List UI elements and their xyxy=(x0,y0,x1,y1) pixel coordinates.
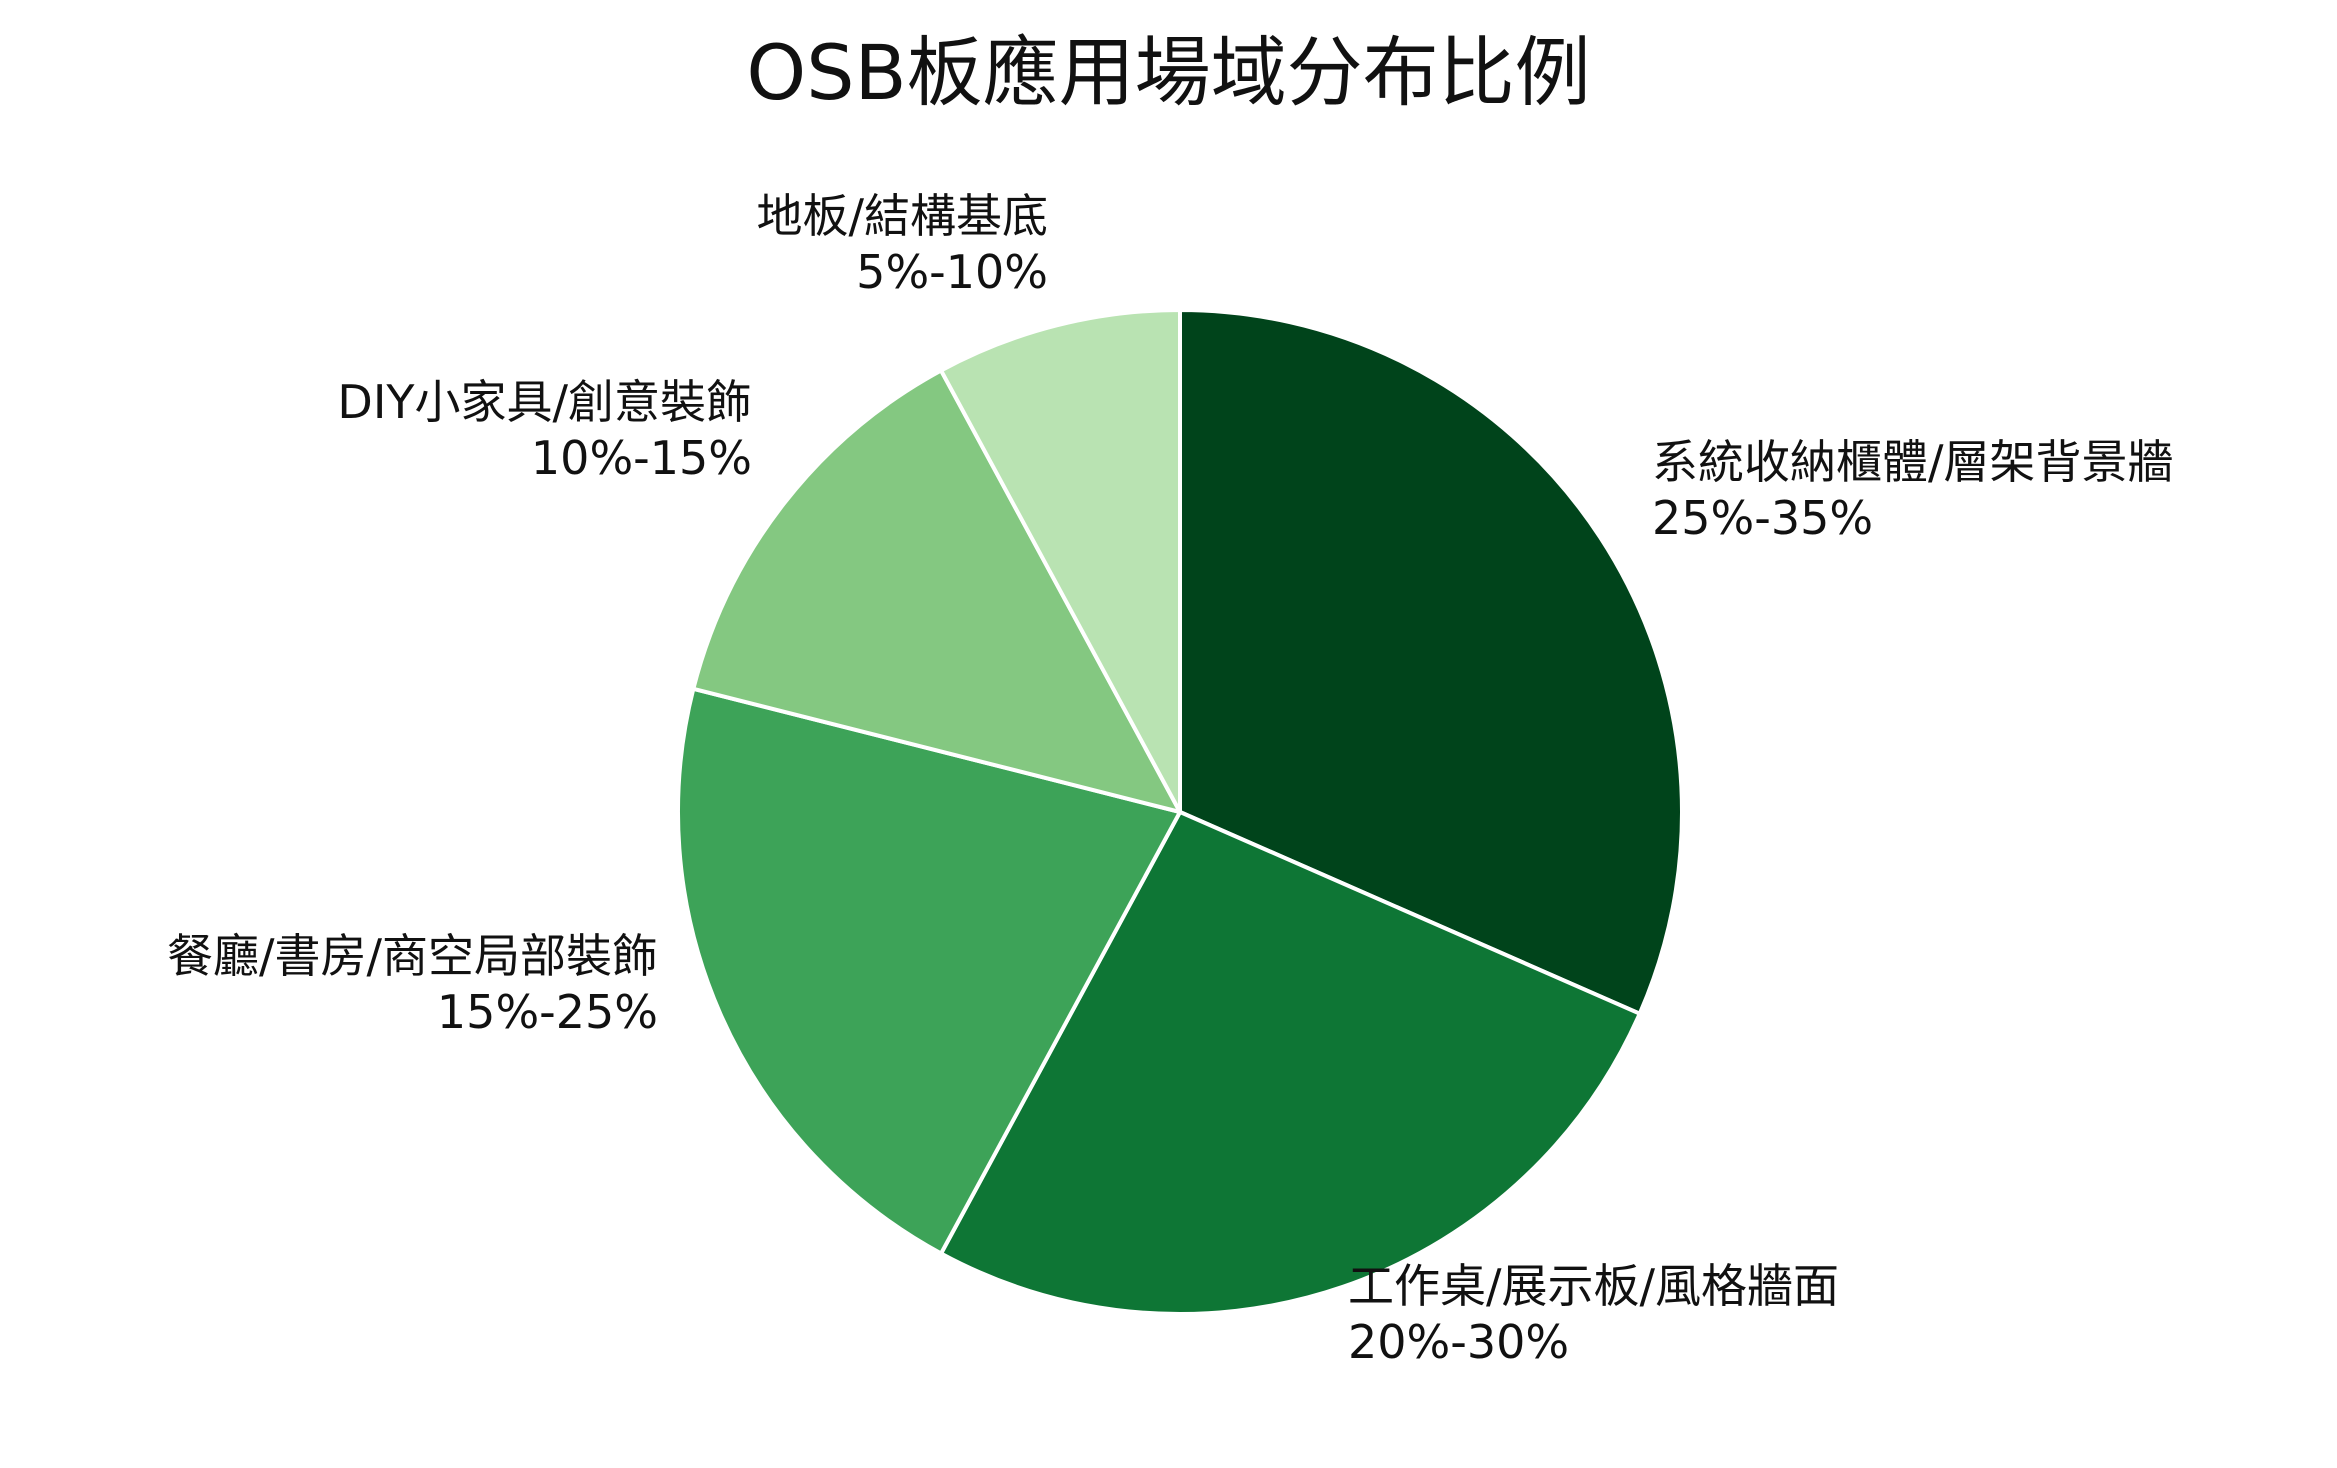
pie-slice xyxy=(939,308,1182,814)
slice-category-label: 地板/結構基底 xyxy=(757,189,1049,243)
slice-category-label: 工作桌/展示板/風格牆面 xyxy=(1348,1259,1839,1313)
slice-category-label: 系統收納櫃體/層架背景牆 xyxy=(1652,435,2174,489)
slice-range-label: 20%-30% xyxy=(1348,1315,1569,1369)
slice-range-label: 10%-15% xyxy=(531,431,752,485)
pie-slice xyxy=(939,810,1642,1316)
slice-category-label: DIY小家具/創意裝飾 xyxy=(337,375,752,429)
slice-category-label: 餐廳/書房/商空局部裝飾 xyxy=(167,929,658,983)
pie-slice xyxy=(1178,308,1684,1016)
chart-title: OSB板應用場域分布比例 xyxy=(746,28,1591,117)
slice-range-label: 25%-35% xyxy=(1652,491,1873,545)
slice-range-label: 15%-25% xyxy=(437,985,658,1039)
pie-slice xyxy=(691,368,1182,814)
slice-range-label: 5%-10% xyxy=(856,245,1048,299)
pie-slice xyxy=(676,686,1182,1256)
pie-slices xyxy=(676,308,1684,1316)
